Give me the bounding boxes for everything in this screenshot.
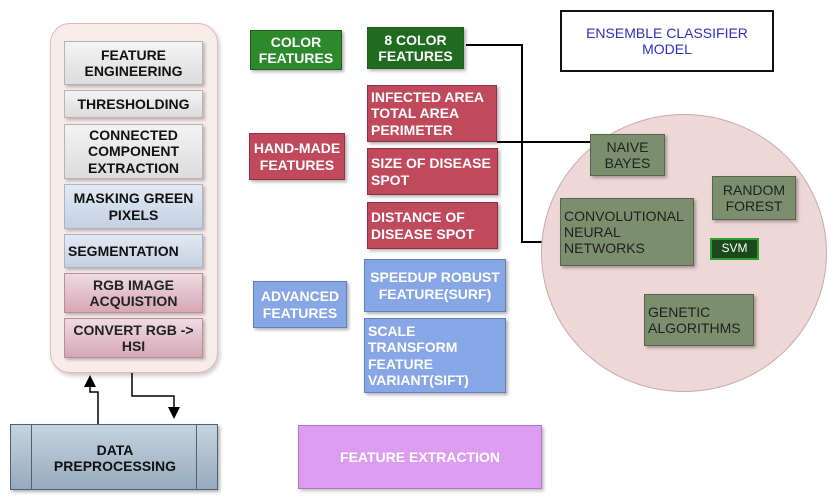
naive-bayes-box: NAIVE BAYES [590, 134, 665, 176]
advanced-features-box: ADVANCED FEATURES [253, 281, 347, 328]
hand-made-features-box: HAND-MADE FEATURES [249, 133, 345, 180]
data-preprocessing-inner-left [31, 425, 32, 489]
data-preprocessing-inner-right [196, 425, 197, 489]
size-of-disease-spot-box: SIZE OF DISEASE SPOT [367, 148, 498, 195]
distance-of-disease-spot-box: DISTANCE OF DISEASE SPOT [367, 202, 498, 249]
ensemble-title: ENSEMBLE CLASSIFIER MODEL [560, 10, 774, 72]
feature-extraction-box: FEATURE EXTRACTION [298, 425, 542, 489]
eight-color-features-box: 8 COLOR FEATURES [367, 27, 464, 69]
data-preprocessing-box: DATA PREPROCESSING [10, 424, 218, 490]
infected-area-box: INFECTED AREA TOTAL AREA PERIMETER [367, 85, 497, 142]
step-feature-engineering: FEATURE ENGINEERING [64, 41, 203, 85]
step-convert-rgb-hsi: CONVERT RGB -> HSI [64, 318, 203, 358]
data-preprocessing-label: DATA PREPROCESSING [53, 441, 177, 474]
color-features-box: COLOR FEATURES [250, 30, 342, 70]
step-thresholding: THRESHOLDING [64, 90, 203, 118]
genetic-algorithms-box: GENETIC ALGORITHMS [644, 294, 754, 346]
arrow-down-to-data [131, 372, 180, 419]
step-masking-green-pixels: MASKING GREEN PIXELS [64, 184, 203, 229]
step-connected-component-extraction: CONNECTED COMPONENT EXTRACTION [64, 124, 203, 179]
step-segmentation: SEGMENTATION [64, 234, 203, 268]
arrow-up-to-panel [84, 375, 99, 425]
surf-box: SPEEDUP ROBUST FEATURE(SURF) [364, 259, 506, 312]
step-rgb-image-acquisition: RGB IMAGE ACQUISTION [64, 273, 203, 313]
sift-box: SCALE TRANSFORM FEATURE VARIANT(SIFT) [364, 318, 506, 393]
svm-box: SVM [710, 238, 759, 260]
random-forest-box: RANDOM FOREST [712, 176, 796, 220]
cnn-box: CONVOLUTIONAL NEURAL NETWORKS [560, 198, 694, 266]
